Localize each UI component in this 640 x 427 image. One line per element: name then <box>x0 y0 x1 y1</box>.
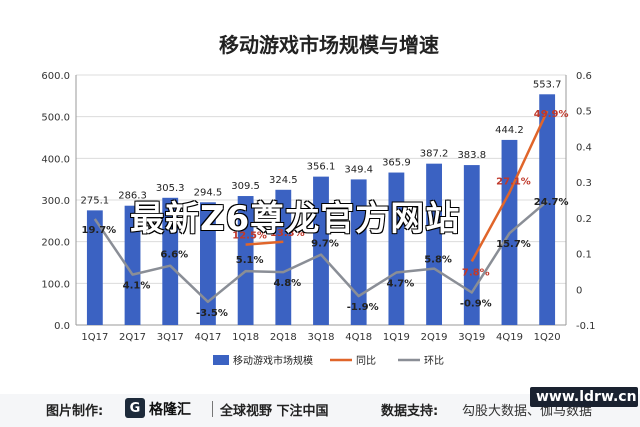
bar <box>86 210 103 325</box>
bar-value-label: 383.8 <box>457 150 486 161</box>
y-right-tick-label: 0.4 <box>576 142 592 153</box>
bar <box>388 172 405 325</box>
y-right-tick-label: 0.5 <box>576 107 592 118</box>
qoq-data-label: 4.1% <box>123 281 151 292</box>
x-tick-label: 1Q17 <box>81 332 108 343</box>
qoq-data-label: 24.7% <box>534 197 569 208</box>
x-tick-label: 4Q19 <box>496 332 523 343</box>
x-tick-label: 4Q18 <box>345 332 372 343</box>
watermark-box <box>530 387 638 407</box>
y-right-tick-label: 0.3 <box>576 178 592 189</box>
qoq-data-label: 19.7% <box>81 225 116 236</box>
bar <box>275 189 292 325</box>
legend-label-bar: 移动游戏市场规模 <box>233 354 313 367</box>
x-tick-label: 1Q19 <box>383 332 410 343</box>
x-tick-label: 2Q18 <box>270 332 297 343</box>
qoq-data-label: 6.6% <box>160 250 188 261</box>
x-tick-label: 3Q19 <box>458 332 485 343</box>
footer-slogan: 全球视野 下注中国 <box>220 404 329 419</box>
bar-value-label: 324.5 <box>269 175 298 186</box>
bar <box>426 163 442 325</box>
bar-value-label: 349.4 <box>344 164 373 175</box>
y-right-tick-label: 0.2 <box>576 214 592 225</box>
yoy-data-label: 13.3% <box>270 228 305 239</box>
yoy-data-label: 27.1% <box>496 177 531 188</box>
y-right-tick-label: -0.1 <box>576 321 596 332</box>
qoq-data-label: 5.1% <box>236 255 264 266</box>
yoy-line <box>245 110 549 263</box>
bar-value-label: 294.5 <box>194 187 223 198</box>
footer-source-label: 数据支持: <box>381 404 439 419</box>
bar <box>539 94 556 326</box>
y-right-tick-label: 0 <box>576 285 582 296</box>
overlay-banner-text: 最新Z6尊龙官方网站 <box>130 199 461 239</box>
y-left-tick-label: 200.0 <box>41 238 70 249</box>
bar-value-label: 309.5 <box>231 181 260 192</box>
bar <box>200 202 216 325</box>
qoq-data-label: 15.7% <box>496 239 531 250</box>
watermark-text: www.ldrw.cn <box>536 389 637 405</box>
x-tick-label: 3Q18 <box>308 332 335 343</box>
bar <box>350 179 367 325</box>
legend-swatch-bar <box>213 355 229 365</box>
bar <box>162 197 179 325</box>
x-tick-label: 2Q19 <box>421 332 448 343</box>
yoy-data-label: 49.9% <box>534 109 569 120</box>
chart-title: 移动游戏市场规模与增速 <box>219 33 439 57</box>
x-tick-label: 3Q17 <box>157 332 184 343</box>
footer-source-value: 勾股大数据、伽马数据 <box>462 404 593 419</box>
qoq-line <box>93 200 549 304</box>
x-tick-label: 1Q18 <box>232 332 259 343</box>
yoy-data-label: 12.5% <box>232 231 267 242</box>
bar-value-label: 553.7 <box>533 79 562 90</box>
bar-value-label: 356.1 <box>307 162 336 173</box>
y-right-tick-label: 0.6 <box>576 71 592 82</box>
bar-value-label: 365.9 <box>382 158 411 169</box>
x-tick-label: 1Q20 <box>534 332 561 343</box>
qoq-data-label: -1.9% <box>347 302 379 313</box>
bar-value-label: 444.2 <box>495 125 524 136</box>
y-left-tick-label: 600.0 <box>41 71 70 82</box>
legend-label-yoy: 同比 <box>356 355 376 367</box>
bar-value-label: 387.2 <box>420 149 449 160</box>
footer-divider <box>212 401 213 417</box>
y-left-tick-label: 500.0 <box>41 113 70 124</box>
bar <box>124 205 141 325</box>
bar-value-label: 305.3 <box>156 183 185 194</box>
y-left-tick-label: 400.0 <box>41 154 70 165</box>
brand-name: 格隆汇 <box>149 402 191 418</box>
yoy-data-label: 7.8% <box>462 267 490 278</box>
qoq-data-label: 5.8% <box>424 255 452 266</box>
bar <box>313 176 329 325</box>
x-tick-label: 2Q17 <box>119 332 146 343</box>
bar-value-label: 275.1 <box>81 195 110 206</box>
x-tick-label: 4Q17 <box>194 332 221 343</box>
qoq-data-label: -3.5% <box>196 308 228 319</box>
qoq-data-label: 4.7% <box>387 279 415 290</box>
qoq-data-label: 4.8% <box>273 278 301 289</box>
y-right-tick-label: 0.1 <box>576 250 592 261</box>
y-left-tick-label: 0.0 <box>54 321 70 332</box>
y-left-tick-label: 100.0 <box>41 279 70 290</box>
y-left-tick-label: 300.0 <box>41 196 70 207</box>
footer-maker-label: 图片制作: <box>46 404 104 419</box>
qoq-data-label: -0.9% <box>460 299 492 310</box>
brand-logo-icon: G <box>125 398 145 418</box>
legend-label-qoq: 环比 <box>424 355 444 367</box>
bar-value-label: 286.3 <box>118 191 147 202</box>
bar <box>237 196 254 325</box>
qoq-data-label: 9.7% <box>311 239 339 250</box>
